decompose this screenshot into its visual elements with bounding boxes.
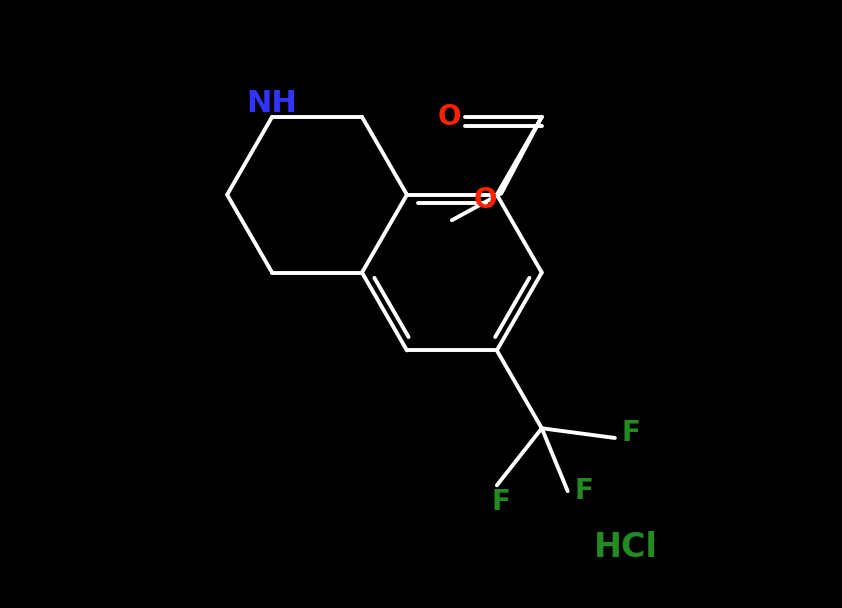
Text: F: F	[492, 488, 511, 516]
Text: F: F	[574, 477, 594, 505]
Text: O: O	[473, 187, 497, 215]
Text: NH: NH	[247, 89, 297, 118]
Text: HCl: HCl	[594, 531, 658, 564]
Text: F: F	[621, 420, 641, 447]
Text: O: O	[438, 103, 461, 131]
